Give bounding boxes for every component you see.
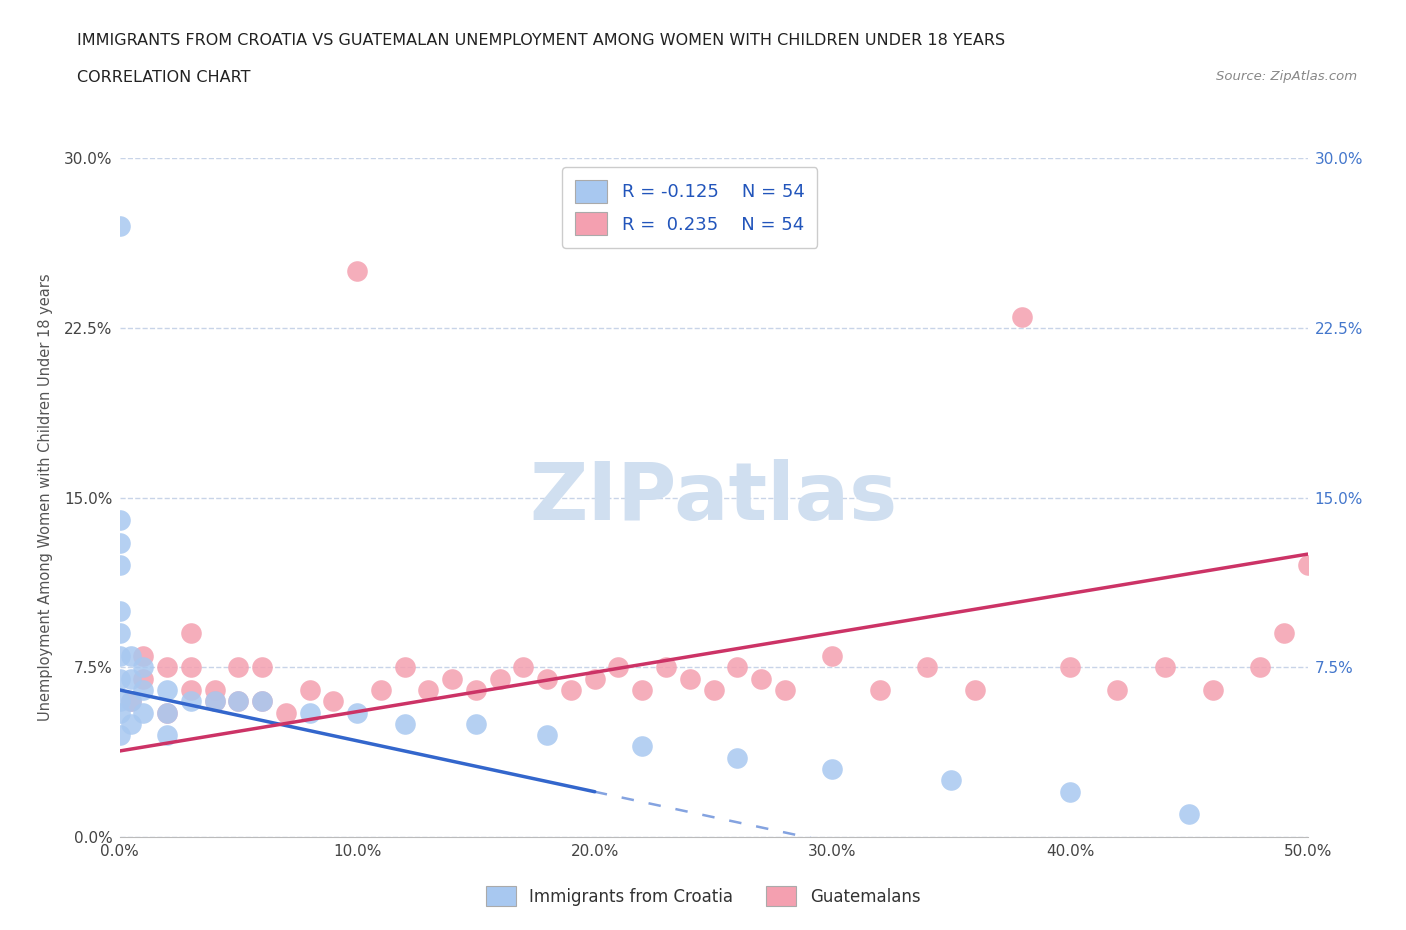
Point xyxy=(120,694,142,709)
Point xyxy=(156,705,179,720)
Point xyxy=(322,694,344,709)
Point xyxy=(1272,626,1295,641)
Point xyxy=(607,660,630,675)
Point xyxy=(1059,784,1081,799)
Point xyxy=(512,660,534,675)
Point xyxy=(536,671,558,686)
Point xyxy=(204,694,226,709)
Point xyxy=(821,762,844,777)
Point xyxy=(346,264,368,279)
Point xyxy=(631,739,654,754)
Point xyxy=(156,705,179,720)
Point xyxy=(346,705,368,720)
Point xyxy=(749,671,772,686)
Point xyxy=(180,626,202,641)
Point xyxy=(180,694,202,709)
Point xyxy=(204,683,226,698)
Point xyxy=(394,660,416,675)
Point xyxy=(298,705,321,720)
Point xyxy=(108,727,131,742)
Point xyxy=(108,512,131,527)
Point xyxy=(725,660,748,675)
Point xyxy=(394,716,416,731)
Point xyxy=(108,558,131,573)
Point xyxy=(631,683,654,698)
Point xyxy=(274,705,297,720)
Point xyxy=(120,716,142,731)
Point xyxy=(108,705,131,720)
Point xyxy=(156,727,179,742)
Point xyxy=(108,648,131,663)
Point xyxy=(156,660,179,675)
Point xyxy=(204,694,226,709)
Point xyxy=(441,671,464,686)
Point xyxy=(963,683,986,698)
Point xyxy=(108,626,131,641)
Point xyxy=(132,683,155,698)
Point xyxy=(228,660,250,675)
Text: ZIPatlas: ZIPatlas xyxy=(530,458,897,537)
Text: CORRELATION CHART: CORRELATION CHART xyxy=(77,70,250,85)
Point xyxy=(418,683,440,698)
Point xyxy=(120,671,142,686)
Point xyxy=(536,727,558,742)
Point xyxy=(1154,660,1177,675)
Point xyxy=(583,671,606,686)
Point xyxy=(108,694,131,709)
Point xyxy=(228,694,250,709)
Text: Source: ZipAtlas.com: Source: ZipAtlas.com xyxy=(1216,70,1357,83)
Point xyxy=(228,694,250,709)
Point xyxy=(1201,683,1223,698)
Point xyxy=(250,694,273,709)
Point xyxy=(250,660,273,675)
Point xyxy=(120,694,142,709)
Point xyxy=(108,604,131,618)
Point xyxy=(821,648,844,663)
Point xyxy=(655,660,678,675)
Point xyxy=(1296,558,1319,573)
Point xyxy=(108,219,131,233)
Point xyxy=(108,671,131,686)
Point xyxy=(132,671,155,686)
Point xyxy=(250,694,273,709)
Point xyxy=(1059,660,1081,675)
Point xyxy=(298,683,321,698)
Point xyxy=(132,705,155,720)
Legend: R = -0.125    N = 54, R =  0.235    N = 54: R = -0.125 N = 54, R = 0.235 N = 54 xyxy=(562,167,817,247)
Point xyxy=(1107,683,1129,698)
Point xyxy=(464,683,488,698)
Point xyxy=(1178,807,1201,822)
Point xyxy=(132,648,155,663)
Point xyxy=(725,751,748,765)
Point xyxy=(773,683,796,698)
Point xyxy=(488,671,510,686)
Point xyxy=(370,683,392,698)
Point xyxy=(180,660,202,675)
Point xyxy=(917,660,939,675)
Point xyxy=(679,671,702,686)
Point xyxy=(120,648,142,663)
Point xyxy=(560,683,582,698)
Point xyxy=(156,683,179,698)
Point xyxy=(108,536,131,551)
Point xyxy=(1011,309,1033,324)
Point xyxy=(869,683,891,698)
Y-axis label: Unemployment Among Women with Children Under 18 years: Unemployment Among Women with Children U… xyxy=(38,273,53,722)
Point xyxy=(1249,660,1271,675)
Point xyxy=(180,683,202,698)
Legend: Immigrants from Croatia, Guatemalans: Immigrants from Croatia, Guatemalans xyxy=(479,880,927,912)
Text: IMMIGRANTS FROM CROATIA VS GUATEMALAN UNEMPLOYMENT AMONG WOMEN WITH CHILDREN UND: IMMIGRANTS FROM CROATIA VS GUATEMALAN UN… xyxy=(77,33,1005,47)
Point xyxy=(939,773,962,788)
Point xyxy=(464,716,488,731)
Point xyxy=(702,683,725,698)
Point xyxy=(132,660,155,675)
